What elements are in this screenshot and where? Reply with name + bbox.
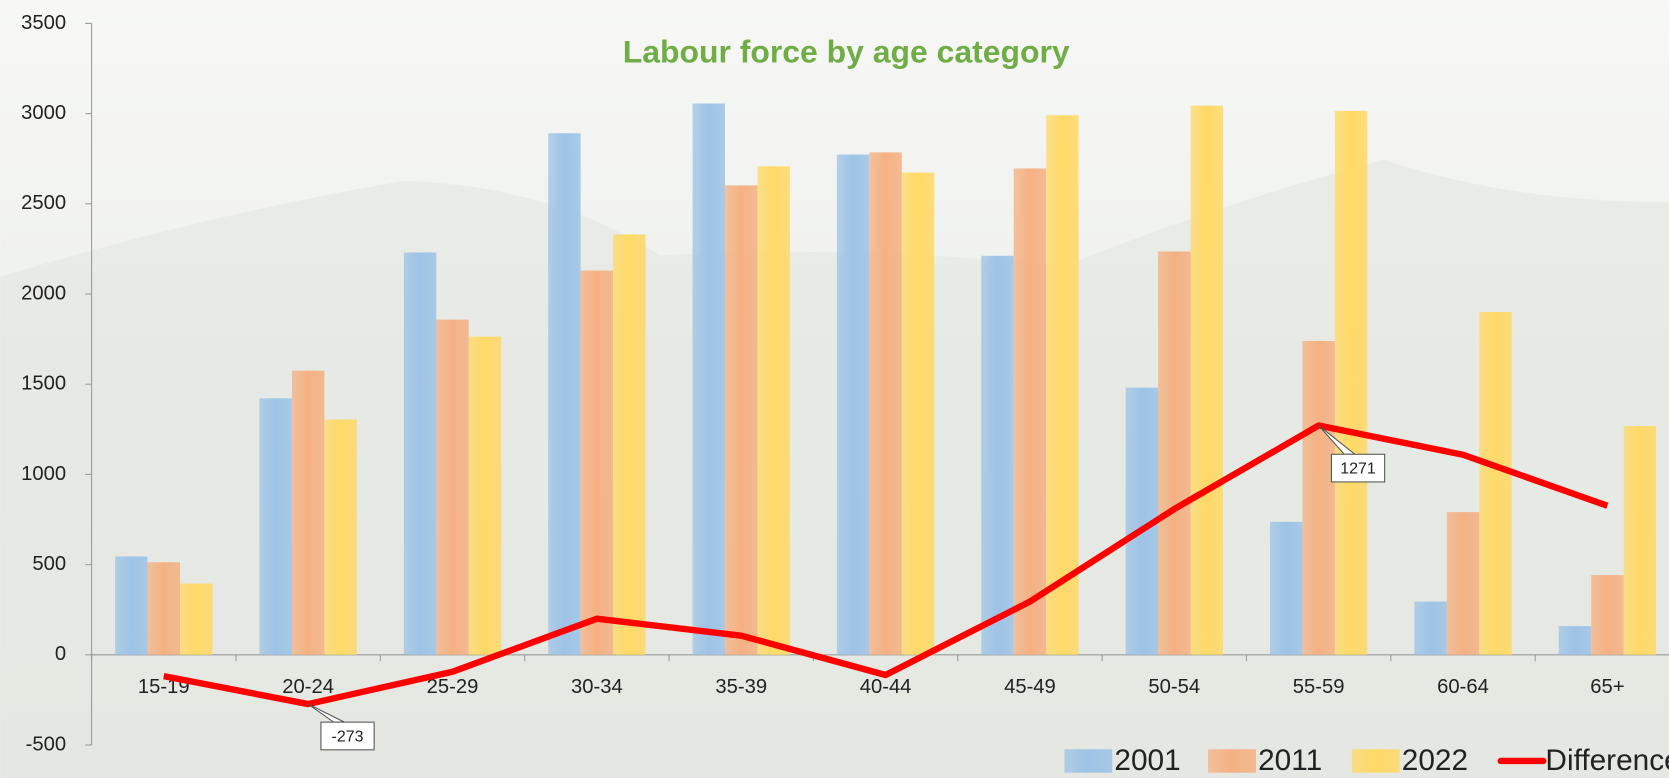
x-tick-label: 65+ bbox=[1590, 676, 1624, 698]
data-label: 1271 bbox=[1340, 460, 1376, 477]
bar bbox=[1414, 601, 1447, 655]
x-tick-label: 45-49 bbox=[1004, 676, 1056, 698]
bar bbox=[1158, 251, 1191, 655]
bar bbox=[836, 154, 870, 655]
y-tick-label: 2500 bbox=[21, 192, 66, 214]
label-box bbox=[1330, 453, 1386, 483]
bar bbox=[291, 370, 325, 655]
bar bbox=[1046, 115, 1079, 655]
bar bbox=[115, 556, 148, 655]
x-tick-label: 60-64 bbox=[1437, 676, 1489, 698]
bar bbox=[1302, 340, 1335, 655]
bar bbox=[613, 234, 646, 655]
chart-title: Labour force by age category bbox=[623, 34, 1070, 70]
legend-swatch bbox=[1351, 749, 1400, 773]
x-tick-label: 50-54 bbox=[1148, 676, 1200, 698]
y-tick-label: 500 bbox=[32, 553, 66, 575]
bar bbox=[692, 103, 725, 655]
x-tick-label: 35-39 bbox=[715, 676, 767, 698]
bar bbox=[548, 133, 581, 655]
bar bbox=[1269, 521, 1303, 655]
background-hills bbox=[0, 159, 1669, 778]
bar bbox=[1446, 512, 1480, 655]
bar bbox=[1558, 626, 1592, 655]
bar bbox=[901, 172, 935, 655]
bar bbox=[324, 419, 357, 655]
y-tick-label: 3000 bbox=[21, 102, 66, 124]
x-tick-label: 25-29 bbox=[427, 676, 479, 698]
bar bbox=[259, 398, 292, 655]
x-tick-label: 55-59 bbox=[1293, 676, 1345, 698]
bar bbox=[869, 152, 902, 655]
bar bbox=[580, 270, 614, 655]
bar bbox=[436, 319, 469, 655]
legend-label: 2001 bbox=[1114, 744, 1180, 777]
x-tick-label: 30-34 bbox=[571, 676, 623, 698]
label-box bbox=[320, 721, 375, 751]
legend-label: 2011 bbox=[1258, 744, 1322, 777]
bar bbox=[147, 562, 181, 655]
bar bbox=[180, 583, 213, 655]
y-tick-label: 3500 bbox=[21, 12, 66, 34]
bar bbox=[403, 252, 437, 655]
legend-label: 2022 bbox=[1402, 744, 1468, 777]
bar bbox=[981, 255, 1014, 655]
y-tick-label: -500 bbox=[26, 733, 66, 755]
bar bbox=[1479, 312, 1512, 655]
y-tick-label: 1500 bbox=[21, 373, 66, 395]
line bbox=[163, 422, 1609, 708]
y-tick-label: 0 bbox=[55, 643, 66, 665]
legend-swatch bbox=[1064, 749, 1113, 773]
bar bbox=[1334, 110, 1368, 655]
y-tick-label: 2000 bbox=[21, 282, 66, 304]
bar bbox=[757, 166, 790, 655]
x-tick-label: 40-44 bbox=[860, 676, 912, 698]
x-tick-label: 20-24 bbox=[282, 676, 334, 698]
bar bbox=[1623, 426, 1657, 655]
bar bbox=[1013, 168, 1047, 655]
legend-label: Difference bbox=[1545, 744, 1669, 777]
y-tick-label: 1000 bbox=[21, 463, 66, 485]
bar bbox=[1591, 575, 1624, 655]
bar bbox=[1190, 105, 1223, 655]
legend-swatch bbox=[1208, 749, 1256, 773]
bar bbox=[724, 185, 758, 655]
data-label: -273 bbox=[332, 728, 364, 745]
bar bbox=[468, 336, 502, 655]
